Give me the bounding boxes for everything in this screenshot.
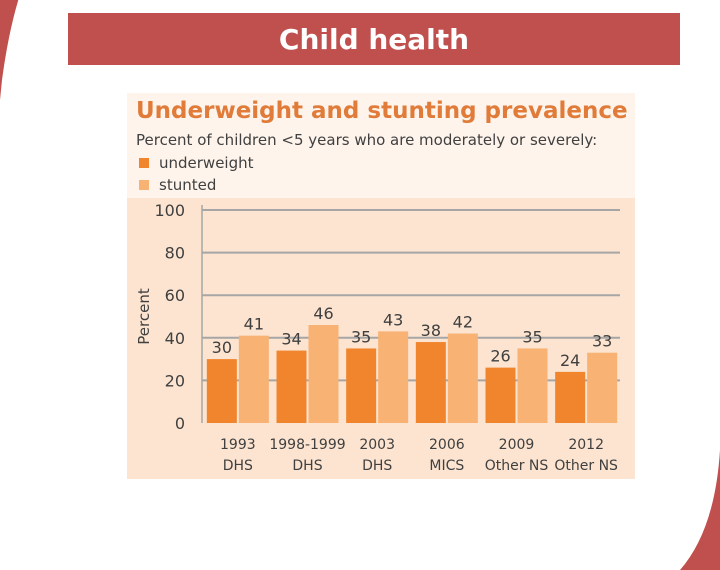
y-tick-label-20: 20 <box>165 371 185 390</box>
data-label-underweight-3: 38 <box>421 321 441 340</box>
data-label-stunted-4: 35 <box>522 327 542 346</box>
data-label-underweight-4: 26 <box>490 347 510 366</box>
y-tick-label-40: 40 <box>165 329 185 348</box>
legend-item-underweight: underweight <box>139 154 254 172</box>
bar-stunted-3 <box>447 333 478 423</box>
x-tick-label-4-1: Other NS <box>485 458 549 474</box>
x-tick-label-3-1: MICS <box>429 458 464 474</box>
bar-underweight-3 <box>415 342 446 423</box>
y-axis-title: Percent <box>135 288 153 345</box>
x-tick-label-2-1: DHS <box>362 458 392 474</box>
chart-header: Underweight and stunting prevalence Perc… <box>127 93 635 198</box>
bar-underweight-2 <box>346 348 377 423</box>
data-label-underweight-1: 34 <box>281 330 301 349</box>
x-tick-label-2-0: 2003 <box>359 437 395 453</box>
legend-swatch-underweight <box>139 158 149 168</box>
x-tick-label-4-0: 2009 <box>499 437 535 453</box>
bar-underweight-4 <box>485 367 516 423</box>
data-label-stunted-3: 42 <box>453 313 473 332</box>
legend-swatch-stunted <box>139 180 149 190</box>
bar-stunted-2 <box>378 331 409 423</box>
data-label-stunted-2: 43 <box>383 310 403 329</box>
data-label-stunted-5: 33 <box>592 332 612 351</box>
data-label-underweight-2: 35 <box>351 327 371 346</box>
data-label-stunted-1: 46 <box>313 304 333 323</box>
x-tick-label-5-0: 2012 <box>568 437 604 453</box>
legend-label-stunted: stunted <box>159 176 217 194</box>
bar-underweight-1 <box>276 350 307 423</box>
legend-label-underweight: underweight <box>159 154 254 172</box>
x-tick-label-3-0: 2006 <box>429 437 465 453</box>
chart-subtitle: Percent of children <5 years who are mod… <box>136 131 598 149</box>
x-tick-label-1-0: 1998-1999 <box>269 437 345 453</box>
data-label-underweight-0: 30 <box>212 338 232 357</box>
bar-stunted-0 <box>238 335 269 423</box>
x-tick-label-1-1: DHS <box>292 458 322 474</box>
bar-stunted-4 <box>517 348 548 423</box>
y-tick-label-80: 80 <box>165 244 185 263</box>
bar-stunted-1 <box>308 325 339 423</box>
chart-plot: 0 20 40 60 80 100 Percent 30 41 1993 DHS 34 46 1998-1… <box>135 201 620 474</box>
x-tick-label-0-1: DHS <box>223 458 253 474</box>
bar-stunted-5 <box>587 352 618 423</box>
y-tick-label-100: 100 <box>154 201 185 220</box>
y-tick-label-60: 60 <box>165 286 185 305</box>
y-tick-label-0: 0 <box>175 414 185 433</box>
data-label-stunted-0: 41 <box>244 315 264 334</box>
legend-item-stunted: stunted <box>139 176 216 194</box>
data-label-underweight-5: 24 <box>560 351 580 370</box>
x-tick-label-0-0: 1993 <box>220 437 256 453</box>
decorative-corner-top-left <box>0 0 19 100</box>
bar-underweight-5 <box>555 371 586 423</box>
slide-title: Child health <box>68 13 680 65</box>
chart-title: Underweight and stunting prevalence <box>136 98 628 124</box>
chart-panel: Underweight and stunting prevalence Perc… <box>127 93 635 479</box>
decorative-corner-bottom-right <box>680 450 720 570</box>
bar-underweight-0 <box>206 359 237 423</box>
x-tick-label-5-1: Other NS <box>554 458 618 474</box>
